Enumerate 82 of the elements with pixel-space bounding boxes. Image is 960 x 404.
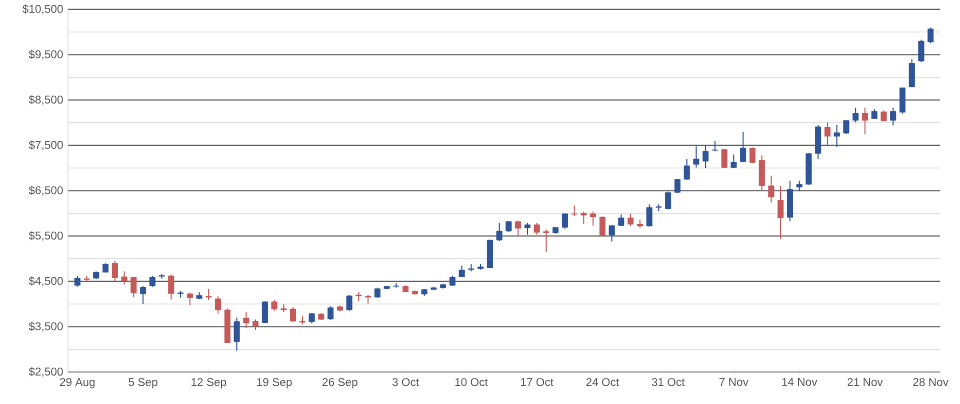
y-tick-label: $8,500 xyxy=(28,95,63,105)
candlestick xyxy=(74,275,80,288)
candlestick xyxy=(693,146,700,168)
x-tick-label: 10 Oct xyxy=(455,378,488,386)
x-tick-label: 17 Oct xyxy=(520,378,554,386)
candlestick xyxy=(890,107,896,126)
x-tick-label: 19 Sep xyxy=(257,378,292,388)
x-tick-label: 26 Sep xyxy=(322,378,358,388)
candlestick xyxy=(149,275,156,288)
x-tick-label: 3 Oct xyxy=(392,378,420,386)
candlestick xyxy=(252,318,259,330)
candlestick xyxy=(243,312,250,329)
candlestick xyxy=(328,306,334,320)
candlestick xyxy=(524,222,530,236)
candlestick xyxy=(862,107,868,135)
candlestick xyxy=(702,144,709,169)
candlestick xyxy=(121,270,128,286)
candlestick xyxy=(496,222,502,242)
candlestick xyxy=(824,122,830,146)
candlestick xyxy=(515,220,522,237)
x-tick-label: 24 Oct xyxy=(586,378,620,386)
candlestick xyxy=(730,154,737,169)
candlestick xyxy=(346,294,352,312)
candlestick xyxy=(599,216,606,237)
candlestick xyxy=(84,275,90,282)
candlestick xyxy=(768,175,774,204)
candlestick xyxy=(908,58,915,88)
x-tick-label: 29 Aug xyxy=(60,378,95,388)
candlestick xyxy=(458,264,465,278)
y-tick-label: $7,500 xyxy=(28,140,63,150)
candlestick xyxy=(290,306,296,322)
candlestick xyxy=(449,275,456,286)
candlestick xyxy=(506,220,512,232)
candlestick xyxy=(562,212,568,230)
y-tick-label: $6,500 xyxy=(28,186,63,196)
y-tick-label: $4,500 xyxy=(28,276,63,286)
candlestick xyxy=(628,213,634,227)
candlestick xyxy=(308,312,315,324)
y-tick-label: $2,500 xyxy=(28,367,63,377)
candlestick xyxy=(740,131,746,163)
x-tick-label: 21 Nov xyxy=(848,378,883,386)
candlestick xyxy=(928,26,934,44)
candlestick xyxy=(168,274,174,300)
candlestick xyxy=(543,228,550,252)
candlestick xyxy=(112,260,118,282)
x-tick-label: 7 Nov xyxy=(719,378,748,386)
y-tick-label: $9,500 xyxy=(28,50,63,60)
candlestick xyxy=(580,211,587,224)
candlestick xyxy=(665,191,672,210)
candlestick xyxy=(186,292,193,306)
candlestick xyxy=(130,276,137,298)
candlestick xyxy=(684,158,690,180)
candlestick xyxy=(571,205,578,217)
candlestick xyxy=(712,140,718,152)
x-tick-label: 12 Sep xyxy=(192,378,226,388)
x-tick-label: 31 Oct xyxy=(652,378,685,386)
candlestick xyxy=(880,110,887,122)
y-tick-label: $10,500 xyxy=(22,4,63,14)
x-tick-label: 14 Nov xyxy=(782,378,818,386)
x-tick-label: 28 Nov xyxy=(913,378,949,386)
candlestick xyxy=(234,317,240,352)
candlestick xyxy=(158,274,165,280)
candlestick xyxy=(852,107,859,123)
y-tick-label: $3,500 xyxy=(28,322,63,332)
candlestick xyxy=(271,299,278,312)
candlestick xyxy=(918,39,924,62)
x-tick-label: 5 Sep xyxy=(128,378,158,388)
candlestick xyxy=(646,204,652,228)
candlestick xyxy=(778,186,784,240)
candlestick xyxy=(843,120,850,135)
candlestick xyxy=(608,224,615,242)
candlestick xyxy=(674,178,680,194)
candlestick xyxy=(534,222,540,236)
candlestick xyxy=(796,180,802,192)
y-tick-label: $5,500 xyxy=(28,231,63,241)
candlestick xyxy=(140,285,146,305)
candlestick xyxy=(215,296,222,314)
candlestick xyxy=(206,288,212,300)
candlestick xyxy=(834,124,840,148)
candlestick xyxy=(749,147,756,164)
candlestick xyxy=(590,211,596,226)
candlestick xyxy=(102,262,109,273)
